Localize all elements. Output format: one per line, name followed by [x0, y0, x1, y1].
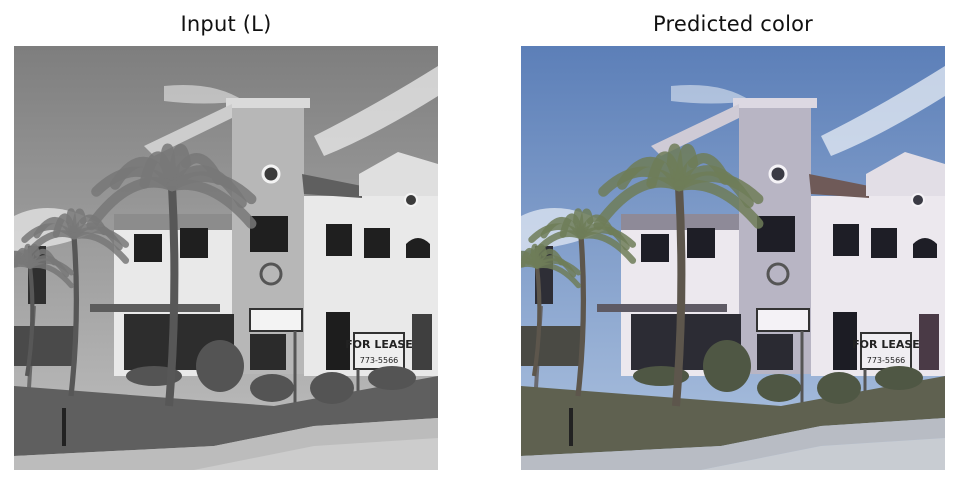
- palm-tree: [521, 243, 582, 377]
- tower-cornice: [733, 98, 817, 108]
- sign-phone: 773-5566: [867, 356, 906, 365]
- palm-tree: [86, 143, 257, 407]
- pergola: [597, 304, 727, 312]
- palm-frond: [673, 179, 764, 229]
- palm-trunk: [68, 235, 80, 397]
- palm-frond: [70, 231, 130, 264]
- storefront-door: [250, 334, 286, 370]
- window: [180, 228, 208, 258]
- street: [701, 438, 945, 470]
- arched-window: [406, 238, 430, 258]
- sign-text: FOR LEASE: [852, 338, 920, 351]
- medallion: [766, 262, 790, 286]
- arched-window: [913, 238, 937, 258]
- doorway: [833, 312, 857, 370]
- predicted-color-image: FOR LEASE 773-5566: [521, 46, 945, 470]
- shrub: [817, 372, 861, 404]
- bush-left: [14, 326, 74, 366]
- palm-trunk: [531, 265, 542, 377]
- shrub: [703, 340, 751, 392]
- storefront-door: [757, 334, 793, 370]
- shrub: [196, 340, 244, 392]
- palm-tree: [18, 208, 130, 397]
- pergola: [90, 304, 220, 312]
- round-window: [404, 193, 418, 207]
- predicted-panel-title: Predicted color: [653, 12, 813, 36]
- palm-frond: [593, 177, 685, 231]
- sidewalk: [521, 418, 945, 470]
- shrub: [250, 374, 294, 402]
- palm-tree: [593, 143, 764, 407]
- window: [250, 216, 288, 252]
- window: [326, 224, 352, 256]
- shrub: [368, 366, 416, 390]
- roof-tiles: [809, 174, 869, 198]
- roof-left: [144, 104, 232, 156]
- window: [833, 224, 859, 256]
- round-window: [261, 164, 281, 184]
- doorway: [326, 312, 350, 370]
- cloud: [164, 85, 244, 104]
- cloud: [314, 66, 438, 156]
- round-window: [768, 164, 788, 184]
- palm-frond: [530, 243, 540, 269]
- window: [641, 234, 669, 262]
- sign-phone: 773-5566: [360, 356, 399, 365]
- palm-trunk: [24, 265, 35, 377]
- palm-frond: [573, 208, 585, 240]
- palm-tree: [525, 208, 637, 397]
- right-gable: [359, 152, 438, 196]
- sidewalk: [14, 418, 438, 470]
- input-panel-title: Input (L): [180, 12, 272, 36]
- shrub: [875, 366, 923, 390]
- sign-text: FOR LEASE: [345, 338, 413, 351]
- roof-tiles: [302, 174, 362, 198]
- bush-left: [521, 326, 581, 366]
- cloud: [821, 66, 945, 156]
- for-lease-sign: FOR LEASE 773-5566: [345, 332, 413, 416]
- shrub: [310, 372, 354, 404]
- palm-frond: [66, 208, 78, 240]
- palm-frond: [159, 143, 178, 192]
- palm-frond: [86, 177, 178, 231]
- palm-frond: [577, 231, 637, 264]
- palm-frond: [166, 179, 257, 229]
- window: [687, 228, 715, 258]
- palm-trunk: [671, 185, 686, 407]
- palm-frond: [27, 262, 75, 289]
- window: [871, 228, 897, 258]
- palm-tree: [14, 243, 75, 377]
- palm-frond: [521, 261, 540, 269]
- right-gable: [866, 152, 945, 196]
- palm-frond: [534, 262, 582, 289]
- palm-frond: [666, 143, 685, 192]
- roof-left: [651, 104, 739, 156]
- input-grayscale-image: FOR LEASE 773-5566: [14, 46, 438, 470]
- window: [134, 234, 162, 262]
- palm-trunk: [164, 185, 179, 407]
- window: [757, 216, 795, 252]
- doorway: [412, 314, 432, 370]
- tower-cornice: [226, 98, 310, 108]
- window: [364, 228, 390, 258]
- round-window: [911, 193, 925, 207]
- palm-frond: [14, 261, 33, 269]
- doorway: [919, 314, 939, 370]
- palm-frond: [23, 243, 33, 269]
- shrub: [757, 374, 801, 402]
- palm-trunk: [575, 235, 587, 397]
- medallion: [259, 262, 283, 286]
- street: [194, 438, 438, 470]
- cloud: [671, 85, 751, 104]
